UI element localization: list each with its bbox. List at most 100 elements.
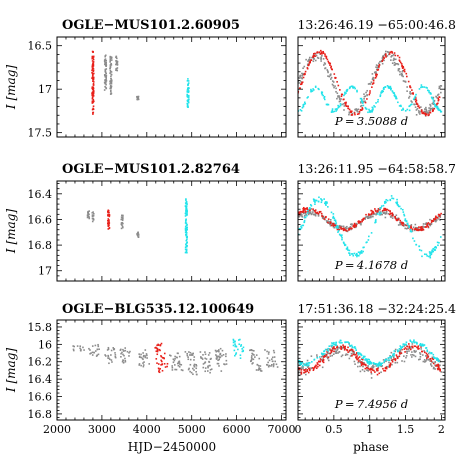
phase-point	[412, 93, 414, 95]
data-point	[251, 358, 253, 360]
phase-point	[354, 108, 356, 111]
phase-point	[399, 349, 402, 351]
phase-point	[315, 212, 318, 214]
phase-point	[349, 223, 352, 226]
phase-point	[361, 362, 364, 364]
phase-point	[381, 60, 384, 63]
phase-point	[333, 222, 335, 225]
phase-point	[323, 95, 326, 98]
phase-point	[434, 217, 437, 219]
phase-point	[359, 365, 361, 368]
phase-point	[348, 252, 351, 255]
phase-point	[323, 356, 325, 358]
data-point	[91, 64, 94, 66]
data-point	[142, 362, 144, 364]
data-point	[258, 368, 261, 371]
data-point	[110, 56, 113, 58]
phase-point	[357, 352, 359, 354]
phase-point	[360, 104, 363, 107]
phase-point	[367, 367, 370, 370]
phase-point	[337, 106, 340, 109]
phase-point	[429, 111, 432, 114]
phase-point	[322, 361, 325, 364]
data-point	[207, 354, 210, 356]
data-point	[138, 353, 141, 355]
data-point	[156, 347, 159, 350]
phase-point	[331, 83, 334, 86]
phase-point	[351, 346, 354, 349]
data-point	[91, 77, 93, 80]
phase-point	[357, 358, 359, 361]
phase-point	[306, 362, 308, 365]
phase-point	[370, 377, 373, 379]
data-point	[92, 93, 94, 95]
data-point	[195, 365, 198, 367]
phase-point	[305, 364, 308, 367]
phase-point	[351, 253, 354, 255]
phase-point	[313, 55, 316, 57]
phase-point	[339, 89, 341, 91]
phase-series-red	[298, 343, 441, 376]
phase-point	[376, 373, 379, 376]
phase-point	[308, 362, 311, 364]
data-point	[156, 344, 158, 347]
data-point	[163, 352, 166, 355]
phase-point	[406, 108, 409, 111]
phase-point	[301, 224, 304, 227]
phase-point	[429, 357, 432, 360]
phase-point	[307, 371, 310, 374]
chart-row: OGLE−MUS101.2.60905 13:26:46.19 −65:00:46…	[4, 17, 456, 140]
data-point	[107, 210, 110, 212]
phase-point	[315, 367, 318, 370]
phase-point	[303, 221, 305, 224]
data-point	[185, 251, 188, 253]
phase-point	[437, 365, 440, 367]
light-curve-frame	[56, 36, 287, 138]
data-point	[121, 224, 123, 227]
phase-point	[438, 109, 441, 112]
phase-point	[437, 363, 439, 366]
phase-point	[389, 365, 391, 368]
phase-point	[312, 89, 315, 91]
data-point	[273, 351, 276, 354]
phase-point	[298, 233, 300, 236]
data-point	[185, 227, 188, 230]
phase-point	[322, 359, 325, 361]
data-point	[193, 364, 195, 367]
phase-point	[350, 227, 353, 230]
phase-point	[411, 343, 414, 345]
data-point	[242, 346, 245, 349]
phase-point	[327, 359, 330, 362]
phase-point	[401, 360, 403, 362]
phase-point	[302, 209, 305, 212]
phase-point	[398, 68, 401, 70]
phase-point	[307, 59, 310, 62]
data-point	[225, 363, 228, 365]
phase-point	[356, 90, 358, 93]
phase-point	[387, 213, 390, 215]
data-point	[237, 348, 239, 351]
data-point	[136, 234, 139, 236]
data-point	[148, 363, 151, 365]
phase-point	[332, 215, 335, 218]
phase-point	[363, 217, 366, 220]
data-point	[187, 82, 190, 84]
data-point	[97, 353, 100, 356]
phase-point	[356, 109, 358, 112]
phase-point	[428, 113, 430, 116]
data-point	[122, 216, 124, 219]
phase-point	[302, 368, 304, 370]
phase-point	[414, 227, 417, 230]
phase-point	[350, 344, 353, 347]
phase-point	[324, 348, 327, 351]
data-point	[274, 360, 276, 363]
phase-point	[334, 220, 337, 222]
data-point	[221, 355, 223, 357]
phase-point	[436, 367, 439, 370]
phase-point	[437, 215, 440, 218]
phase-point	[313, 199, 316, 201]
data-point	[195, 367, 198, 370]
data-point	[122, 362, 125, 364]
phase-point	[349, 344, 351, 347]
phase-point	[352, 225, 354, 228]
